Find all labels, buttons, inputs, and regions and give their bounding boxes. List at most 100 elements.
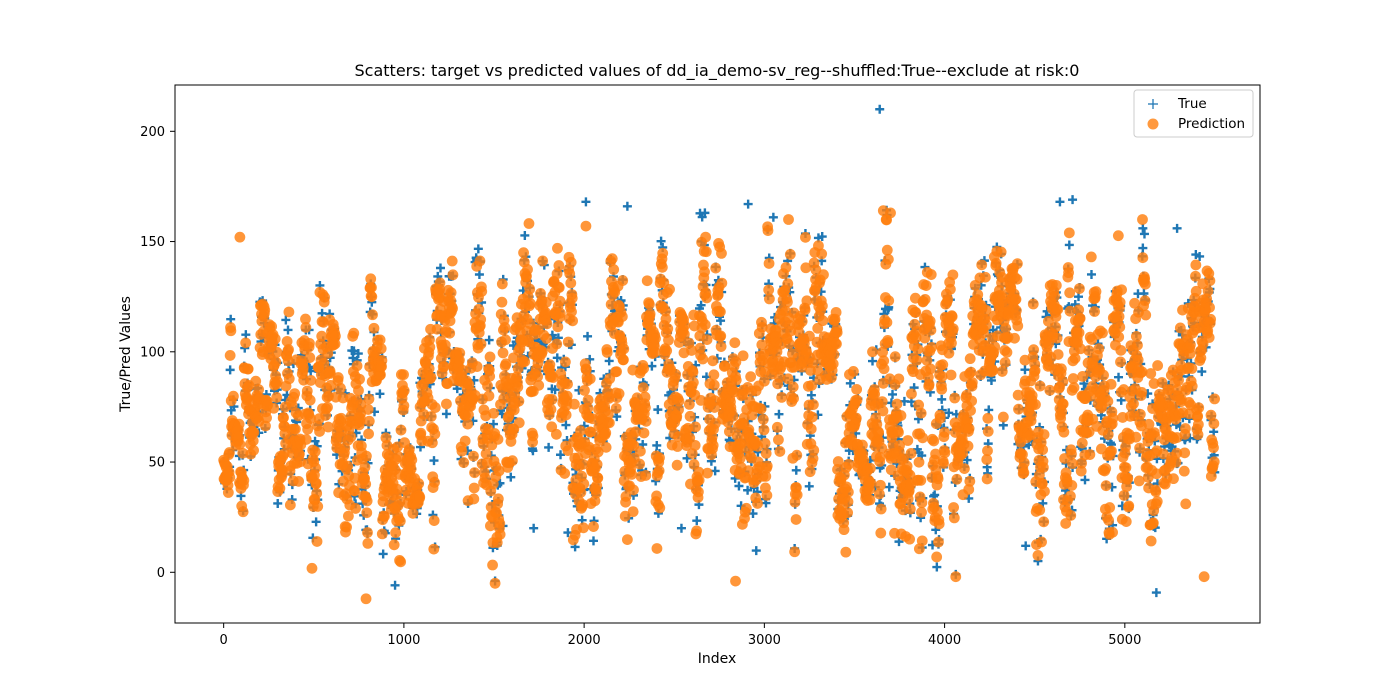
prediction-point	[579, 385, 590, 396]
prediction-point	[363, 393, 375, 405]
prediction-point	[485, 520, 496, 532]
prediction-point	[690, 421, 701, 433]
prediction-point	[916, 506, 927, 518]
true-point	[647, 361, 657, 371]
prediction-point	[353, 385, 364, 396]
prediction-point	[638, 427, 650, 439]
prediction-point	[468, 482, 480, 494]
prediction-point	[1156, 377, 1168, 388]
true-point	[544, 442, 554, 452]
true-point	[488, 419, 498, 429]
prediction-point	[1066, 448, 1077, 460]
prediction-point	[541, 318, 553, 330]
prediction-point	[1049, 290, 1060, 302]
prediction-point	[552, 321, 564, 333]
prediction-point	[1032, 549, 1044, 561]
prediction-point	[962, 440, 974, 452]
prediction-point	[1012, 389, 1024, 401]
prediction-point	[933, 536, 944, 548]
prediction-point	[441, 398, 452, 410]
prediction-point	[388, 539, 400, 551]
prediction-point	[398, 385, 410, 397]
prediction-point	[309, 446, 321, 457]
prediction-point	[1145, 535, 1157, 547]
prediction-point	[1018, 467, 1030, 479]
prediction-point	[832, 456, 844, 467]
prediction-point	[851, 383, 863, 395]
prediction-point	[580, 220, 592, 232]
prediction-point	[1073, 304, 1085, 316]
prediction-point	[1133, 475, 1145, 487]
prediction-point	[671, 459, 683, 471]
prediction-point	[306, 562, 318, 574]
prediction-point	[588, 521, 599, 532]
prediction-point	[601, 347, 613, 358]
prediction-point	[577, 458, 589, 470]
prediction-point	[1190, 285, 1202, 297]
prediction-point	[916, 497, 928, 509]
prediction-point	[1069, 352, 1081, 364]
prediction-point	[1180, 498, 1192, 510]
prediction-point	[425, 411, 437, 422]
prediction-point	[980, 304, 992, 316]
prediction-point	[962, 414, 974, 426]
true-point	[653, 405, 663, 415]
prediction-point	[1116, 284, 1127, 296]
prediction-point	[933, 518, 945, 530]
prediction-point	[1137, 252, 1149, 264]
prediction-point	[536, 346, 548, 357]
prediction-point	[716, 247, 727, 259]
prediction-point	[278, 412, 289, 423]
prediction-point	[715, 330, 727, 342]
prediction-point	[944, 283, 956, 295]
prediction-point	[965, 405, 976, 416]
prediction-point	[398, 400, 410, 412]
prediction-point	[319, 291, 330, 303]
prediction-point	[525, 298, 536, 309]
prediction-point	[966, 377, 978, 388]
true-point	[435, 263, 445, 273]
prediction-point	[1052, 349, 1064, 360]
prediction-point	[271, 346, 283, 358]
true-point	[1195, 251, 1205, 261]
prediction-point	[1038, 516, 1050, 528]
prediction-point	[808, 444, 820, 456]
prediction-point	[282, 355, 294, 367]
true-point	[550, 385, 560, 395]
prediction-point	[395, 556, 407, 568]
prediction-point	[683, 398, 695, 410]
prediction-point	[752, 498, 763, 509]
prediction-point	[656, 261, 668, 273]
prediction-point	[661, 345, 673, 357]
true-point	[791, 465, 801, 475]
prediction-point	[889, 351, 901, 363]
prediction-point	[1192, 429, 1204, 441]
prediction-point	[673, 395, 685, 407]
prediction-point	[657, 247, 669, 259]
prediction-point	[519, 356, 531, 368]
prediction-point	[723, 426, 735, 437]
prediction-point	[523, 218, 535, 229]
prediction-point	[906, 388, 917, 400]
prediction-point	[311, 487, 323, 499]
prediction-point	[554, 295, 566, 307]
prediction-point	[926, 342, 938, 353]
prediction-point	[878, 355, 890, 367]
legend-prediction-label: Prediction	[1178, 116, 1245, 132]
prediction-point	[912, 343, 924, 355]
prediction-point	[1149, 430, 1161, 442]
prediction-point	[707, 355, 719, 367]
prediction-point	[305, 375, 317, 386]
prediction-point	[919, 332, 931, 344]
prediction-point	[730, 356, 742, 368]
prediction-point	[568, 398, 580, 410]
prediction-point	[959, 463, 970, 474]
prediction-point	[893, 426, 904, 438]
true-point	[962, 455, 972, 465]
prediction-point	[649, 346, 661, 358]
prediction-point	[567, 315, 578, 327]
prediction-point	[518, 247, 529, 259]
prediction-point	[981, 473, 993, 485]
prediction-point	[1093, 343, 1105, 355]
true-point	[700, 208, 710, 218]
